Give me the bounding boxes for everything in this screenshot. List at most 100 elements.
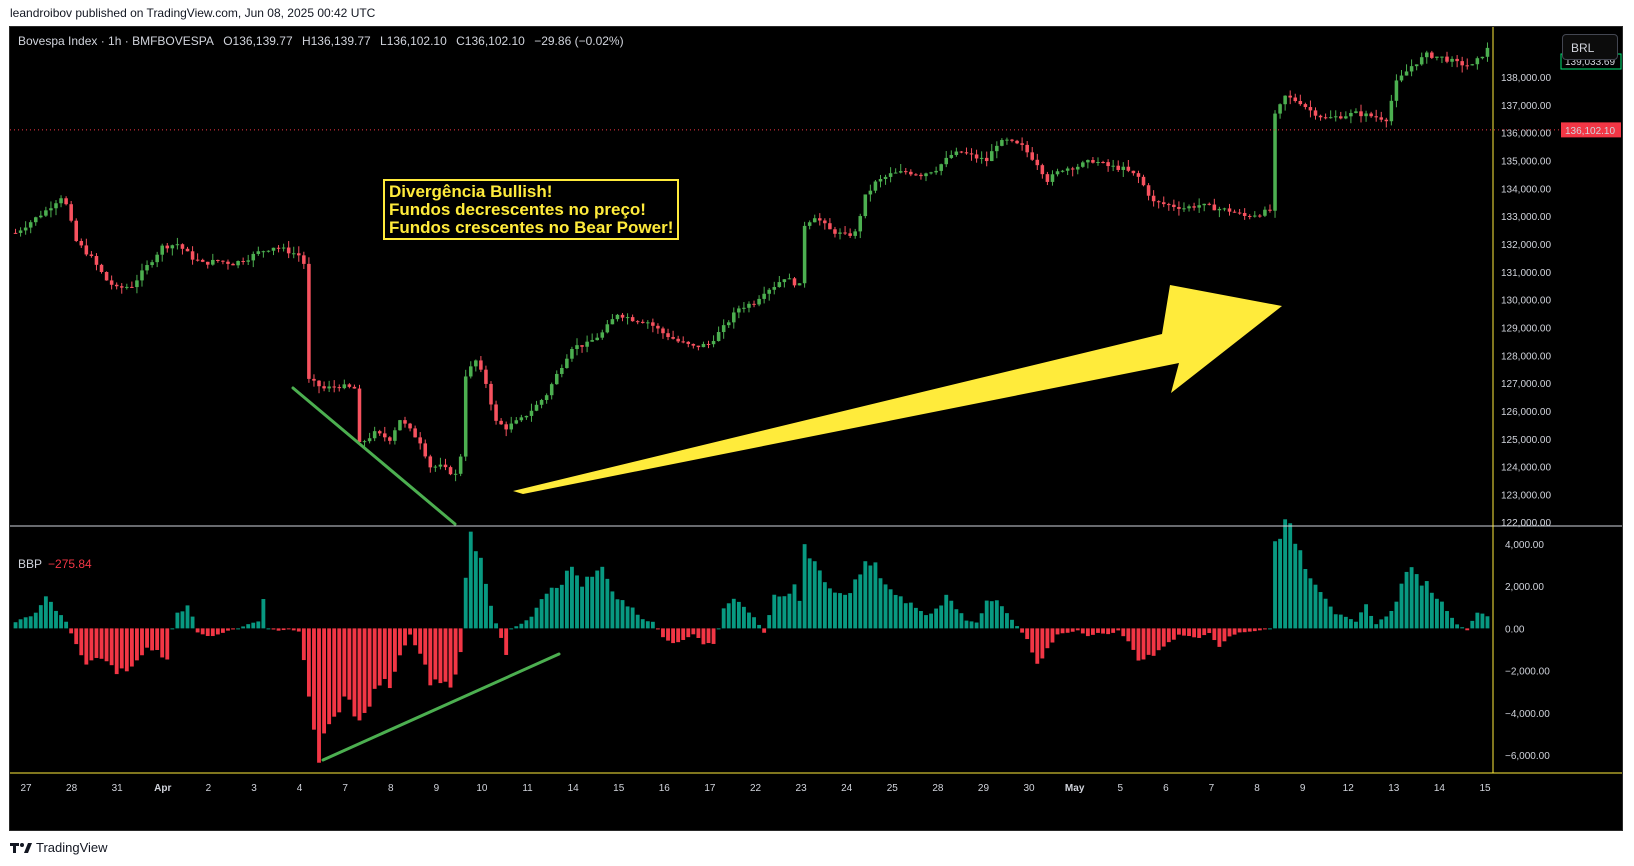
candle bbox=[702, 342, 706, 348]
bbp-bar bbox=[1384, 616, 1388, 628]
bbp-bar bbox=[1303, 569, 1307, 628]
candle bbox=[221, 260, 225, 264]
price-tick-label: 126,000.00 bbox=[1501, 407, 1551, 418]
candle bbox=[1430, 51, 1434, 59]
chart-canvas[interactable]: 138,000.00 137,000.00 136,000.00 135,000.00… bbox=[10, 27, 1622, 830]
candle bbox=[666, 329, 670, 340]
candle bbox=[135, 275, 139, 293]
bbp-bar bbox=[1470, 621, 1474, 629]
candle bbox=[772, 282, 776, 295]
bbp-bar bbox=[181, 611, 185, 628]
bbp-bar bbox=[995, 600, 999, 628]
bbp-bar bbox=[1420, 586, 1424, 629]
bbp-bar bbox=[616, 599, 620, 628]
candle bbox=[307, 257, 311, 383]
candle bbox=[251, 251, 255, 267]
bbp-bar bbox=[1111, 628, 1115, 633]
indicator-value: −275.84 bbox=[48, 557, 92, 571]
bbp-bar bbox=[1364, 604, 1368, 628]
price-tick-label: 131,000.00 bbox=[1501, 268, 1551, 279]
candle bbox=[69, 201, 73, 222]
candle bbox=[125, 284, 129, 290]
bbp-bar bbox=[1152, 628, 1156, 655]
bbp-bar bbox=[636, 615, 640, 629]
price-tick-label: 127,000.00 bbox=[1501, 379, 1551, 390]
indicator-legend[interactable]: BBP −275.84 bbox=[18, 557, 92, 571]
bbp-bar bbox=[590, 577, 594, 629]
candle bbox=[636, 320, 640, 324]
bbp-bar bbox=[353, 628, 357, 716]
bbp-bar bbox=[484, 584, 488, 628]
bbp-bar bbox=[241, 626, 245, 628]
bbp-bar bbox=[1334, 614, 1338, 628]
candle bbox=[499, 418, 503, 425]
candle bbox=[14, 229, 18, 234]
candle bbox=[322, 381, 326, 391]
candle bbox=[80, 238, 84, 248]
candle bbox=[1481, 57, 1485, 60]
price-tick-label: 133,000.00 bbox=[1501, 212, 1551, 223]
chart-frame[interactable]: 138,000.00 137,000.00 136,000.00 135,000.00… bbox=[10, 27, 1622, 830]
bbp-bar bbox=[1142, 628, 1146, 659]
candle bbox=[717, 326, 721, 341]
candle bbox=[707, 341, 711, 348]
bbp-bar bbox=[707, 628, 711, 643]
bbp-bar bbox=[762, 628, 766, 632]
bbp-bar bbox=[444, 628, 448, 681]
bbp-bar bbox=[626, 606, 630, 628]
bbp-bar bbox=[201, 628, 205, 634]
bbp-bar bbox=[1137, 628, 1141, 660]
candle bbox=[1106, 159, 1110, 172]
candle bbox=[160, 244, 164, 262]
candle bbox=[155, 252, 159, 267]
candle bbox=[368, 433, 372, 443]
candle bbox=[555, 370, 559, 384]
candle bbox=[1278, 103, 1282, 118]
candle bbox=[545, 393, 549, 403]
bbp-bar bbox=[1020, 628, 1024, 632]
candle bbox=[737, 306, 741, 319]
bbp-bar bbox=[661, 628, 665, 637]
bbp-bar bbox=[1273, 541, 1277, 628]
bbp-bar bbox=[1293, 544, 1297, 629]
indicator-name[interactable]: BBP bbox=[18, 557, 42, 571]
candle bbox=[95, 253, 99, 270]
symbol-legend[interactable]: Bovespa Index · 1h · BMFBOVESPA O136,139… bbox=[18, 34, 630, 48]
candle bbox=[100, 264, 104, 274]
footer-brand[interactable]: TradingView bbox=[10, 840, 108, 855]
currency-button[interactable]: BRL bbox=[1562, 34, 1618, 60]
bbp-bar bbox=[368, 628, 372, 706]
time-tick-label: 5 bbox=[1117, 783, 1123, 794]
bbp-bar bbox=[555, 588, 559, 628]
bbp-bar bbox=[980, 613, 984, 628]
bbp-bar bbox=[1258, 628, 1262, 630]
symbol-name[interactable]: Bovespa Index · 1h · BMFBOVESPA bbox=[18, 34, 214, 48]
annotation-line-3: Fundos crescentes no Bear Power! bbox=[389, 219, 673, 237]
time-tick-label: May bbox=[1065, 783, 1085, 794]
candle bbox=[1319, 115, 1323, 121]
bbp-bar bbox=[1480, 614, 1484, 629]
candle bbox=[1005, 138, 1009, 145]
candle bbox=[1476, 56, 1480, 69]
candle bbox=[1299, 95, 1303, 106]
candle bbox=[418, 432, 422, 449]
bbp-bar bbox=[1450, 618, 1454, 629]
candle bbox=[1051, 170, 1055, 185]
candle bbox=[732, 307, 736, 328]
bbp-bar bbox=[595, 571, 599, 629]
last-price-label: 136,102.10 bbox=[1561, 122, 1621, 137]
candle bbox=[793, 277, 797, 287]
bbp-bar bbox=[1126, 628, 1130, 641]
bbp-bar bbox=[256, 621, 260, 628]
candle bbox=[191, 246, 195, 265]
bbp-bar bbox=[1010, 620, 1014, 629]
candle bbox=[378, 430, 382, 436]
bbp-bar bbox=[459, 628, 463, 652]
bbp-bar bbox=[1025, 628, 1029, 639]
candle bbox=[1243, 208, 1247, 220]
bbp-bar bbox=[378, 628, 382, 685]
bbp-bar bbox=[1182, 628, 1186, 635]
bbp-bar bbox=[1379, 619, 1383, 628]
candle bbox=[1223, 208, 1227, 211]
bbp-bar bbox=[1319, 592, 1323, 628]
